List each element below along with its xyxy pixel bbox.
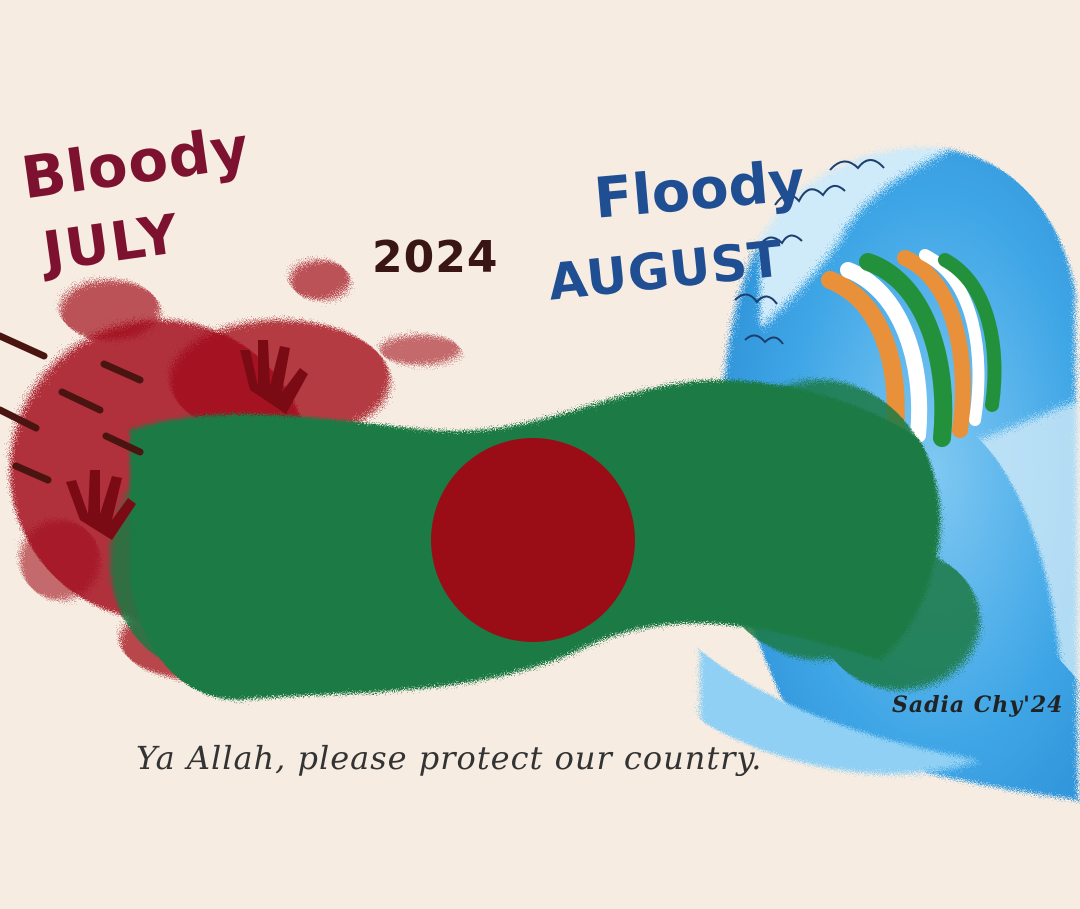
wave-foam bbox=[734, 159, 885, 345]
prayer-caption: Ya Allah, please protect our country. bbox=[136, 739, 763, 777]
flag-stripes-icon bbox=[821, 249, 1002, 447]
flag-red-disc bbox=[431, 438, 635, 642]
bullet-icon bbox=[0, 332, 144, 484]
handprint-icon bbox=[66, 340, 308, 540]
year-label: 2024 bbox=[372, 232, 499, 283]
flag-banner-speckle bbox=[110, 380, 980, 690]
artist-signature: Sadia Chy'24 bbox=[892, 692, 1064, 718]
